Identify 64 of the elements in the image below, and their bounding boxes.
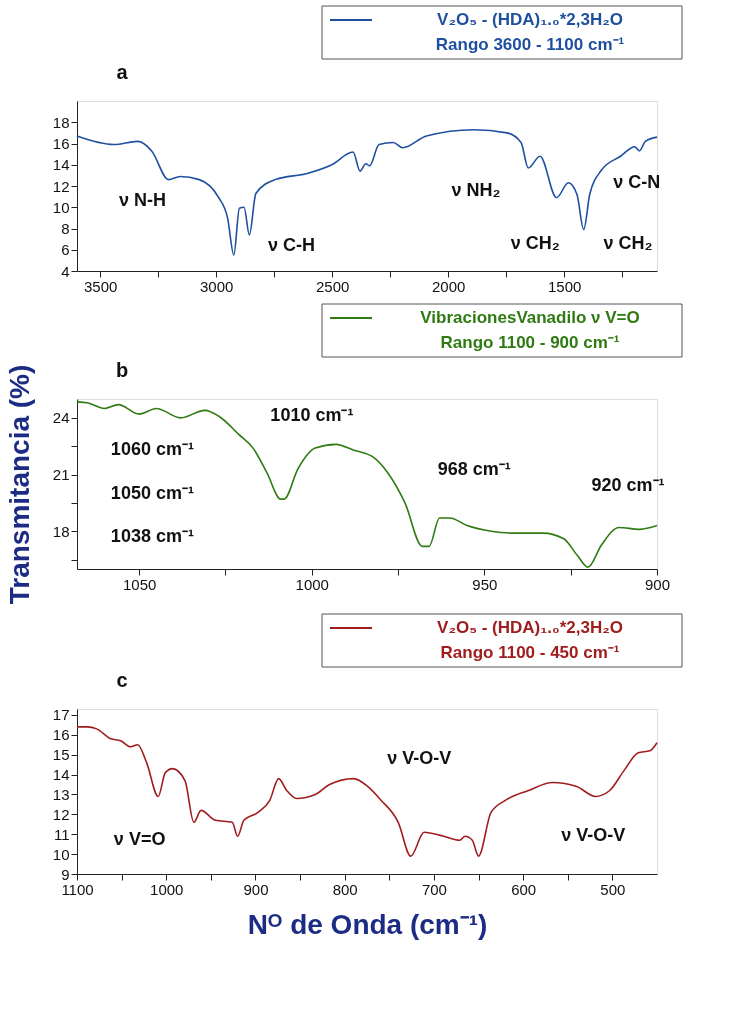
y-tick-label: 10 <box>52 198 70 216</box>
annotation: ν CH₂ <box>510 232 560 253</box>
annotation: ν CH₂ <box>603 232 653 253</box>
x-tick-label: 500 <box>600 880 626 898</box>
y-tick-label: 9 <box>61 865 70 883</box>
x-tick-label: 950 <box>472 575 498 593</box>
y-tick-label: 18 <box>52 522 70 540</box>
y-tick-label: 24 <box>52 409 70 427</box>
annotation: 1010 cm⁻¹ <box>270 405 354 425</box>
line-series <box>76 726 658 857</box>
annotation: ν NH₂ <box>451 180 501 201</box>
text: V₂O₅ - (HDA)₁.₀*2,3H₂O <box>437 618 623 637</box>
y-tick-label: 15 <box>52 746 70 764</box>
x-tick-label: 1050 <box>122 575 157 593</box>
x-tick-label: 900 <box>243 880 269 898</box>
text: Rango 1100 - 450 cm⁻¹ <box>440 643 620 662</box>
y-tick-label: 4 <box>61 262 70 280</box>
annotation: ν V=O <box>113 829 166 850</box>
annotation: ν V-O-V <box>561 825 626 846</box>
y-tick-label: 21 <box>52 466 70 484</box>
y-tick-label: 11 <box>53 825 70 843</box>
y-tick-label: 16 <box>52 135 70 152</box>
text: VibracionesVanadilo ν V=O <box>420 308 640 327</box>
text: Rango 3600 - 1100 cm⁻¹ <box>435 35 625 54</box>
annotation: ν N-H <box>119 189 167 210</box>
text: V₂O₅ - (HDA)₁.₀*2,3H₂O <box>437 10 623 29</box>
annotation: 1038 cm⁻¹ <box>110 525 194 546</box>
x-tick-label: 2500 <box>316 277 350 295</box>
annotation: 968 cm⁻¹ <box>437 459 511 480</box>
x-tick-label: 1500 <box>548 277 582 295</box>
y-tick-label: 6 <box>61 241 70 259</box>
y-tick-label: 12 <box>52 805 70 823</box>
x-axis-title: Nᴼ de Onda (cm⁻¹) <box>247 908 488 940</box>
y-tick-label: 12 <box>52 177 70 195</box>
x-tick-label: 1000 <box>150 880 184 898</box>
x-tick-label: 1000 <box>295 575 329 593</box>
annotation: 920 cm⁻¹ <box>591 474 665 495</box>
x-tick-label: 800 <box>332 880 358 898</box>
text: Rango 1100 - 900 cm⁻¹ <box>440 333 620 352</box>
y-tick-label: 14 <box>52 766 70 784</box>
annotation: ν V-O-V <box>387 747 452 768</box>
y-tick-label: 16 <box>52 726 70 744</box>
annotation: 1060 cm⁻¹ <box>110 439 194 459</box>
chart-title: c <box>116 669 128 691</box>
x-tick-label: 1100 <box>61 880 94 898</box>
annotation: ν C-N <box>613 171 661 192</box>
x-tick-label: 3500 <box>84 277 118 295</box>
chart-title: a <box>116 61 129 83</box>
annotation: ν C-H <box>268 234 316 255</box>
y-tick-label: 8 <box>61 220 70 237</box>
line-series <box>76 128 658 256</box>
annotation: 1050 cm⁻¹ <box>110 482 194 503</box>
chart-title: b <box>115 359 129 381</box>
x-tick-label: 600 <box>511 880 537 898</box>
y-axis-title: Transmitancia (%) <box>3 364 35 605</box>
x-tick-label: 3000 <box>200 277 234 295</box>
x-tick-label: 700 <box>421 880 447 898</box>
y-tick-label: 10 <box>52 845 70 863</box>
y-tick-label: 18 <box>52 113 70 131</box>
y-tick-label: 17 <box>52 706 70 724</box>
y-tick-label: 13 <box>52 785 70 803</box>
x-tick-label: 900 <box>644 575 671 593</box>
x-tick-label: 2000 <box>432 277 466 295</box>
y-tick-label: 14 <box>52 156 70 174</box>
